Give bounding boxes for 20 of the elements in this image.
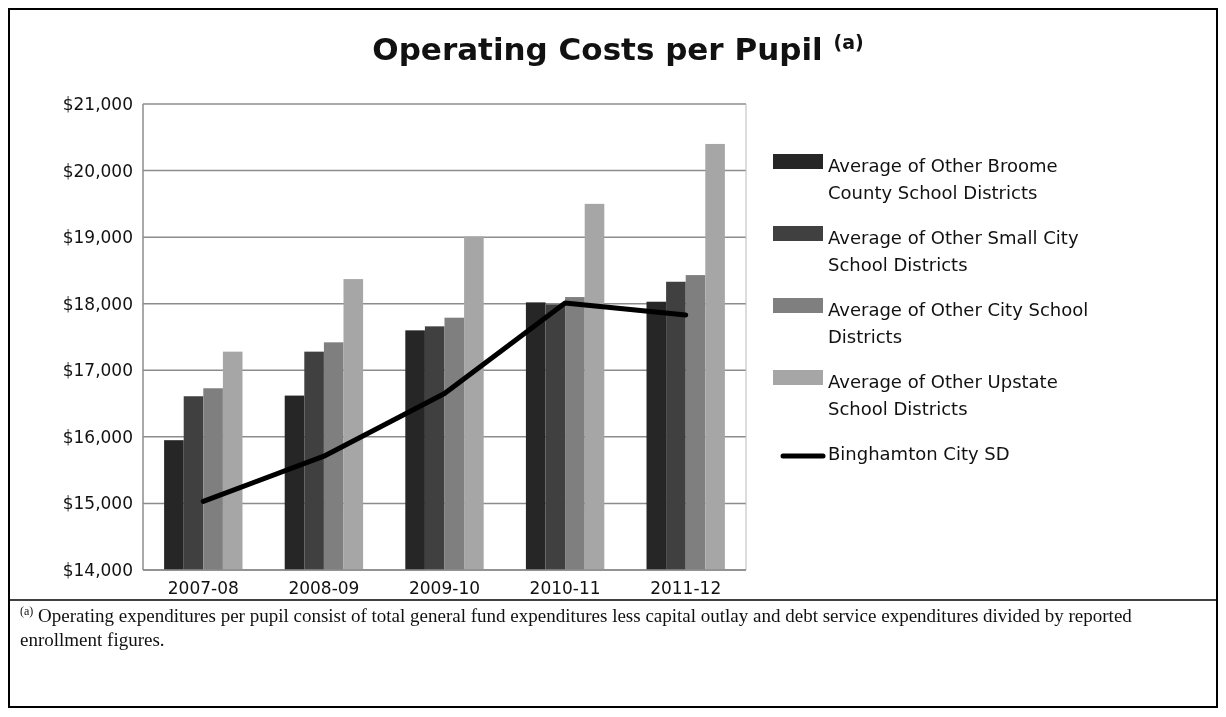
y-tick-label: $18,000 xyxy=(62,293,133,314)
y-tick-label: $17,000 xyxy=(62,360,133,381)
legend-label: Binghamton City SD xyxy=(828,443,1010,465)
text: $^{(a)}$ Operating expenditures per pupil consist of total general fund expenditures less capital outlay and debt service expenditures divided by reported enrollment figures. xyxy=(20,604,1133,650)
chart-title: Operating Costs per Pupil $^{(a)}$ xyxy=(372,31,864,67)
legend-label: Average of Other Upstate School Districts xyxy=(828,371,1058,420)
x-tick-label: 2011-12 xyxy=(650,578,722,598)
y-tick-label: $14,000 xyxy=(62,559,133,580)
x-tick-label: 2008-09 xyxy=(288,578,360,598)
y-tick-label: $19,000 xyxy=(62,227,133,248)
y-tick-label: $16,000 xyxy=(62,426,133,447)
y-tick-label: $20,000 xyxy=(62,160,133,181)
x-tick-label: 2007-08 xyxy=(167,578,239,598)
legend-label: Average of Other Broome County School Districts xyxy=(828,155,1058,204)
legend-label: Average of Other Small City School Districts xyxy=(828,227,1079,276)
x-tick-label: 2009-10 xyxy=(408,578,481,598)
y-tick-label: $15,000 xyxy=(62,493,133,514)
x-tick-label: 2010-11 xyxy=(529,578,601,598)
y-tick-label: $21,000 xyxy=(62,93,133,114)
legend-label: Average of Other City School Districts xyxy=(828,299,1089,348)
